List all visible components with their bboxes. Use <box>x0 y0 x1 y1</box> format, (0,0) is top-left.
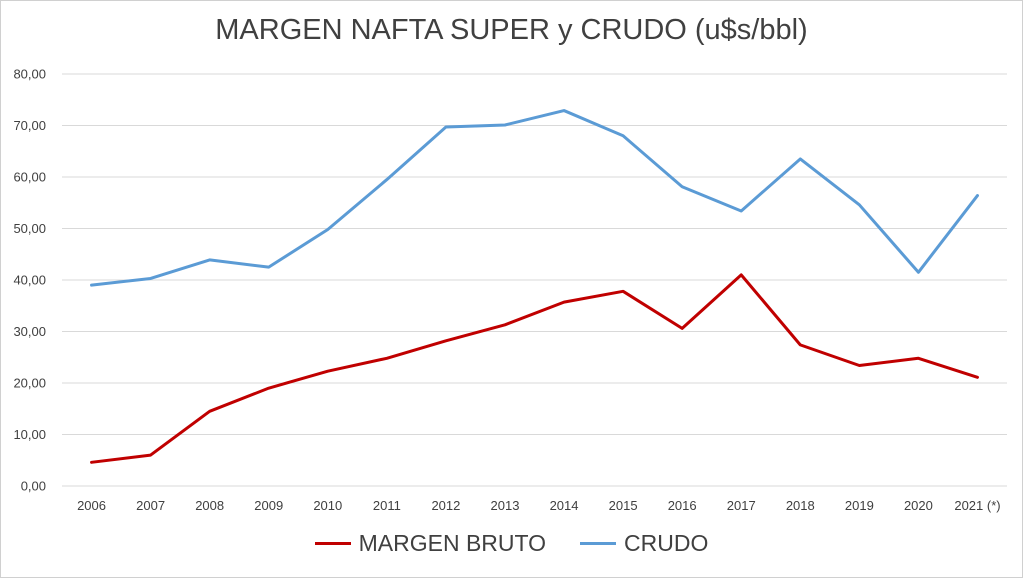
x-tick-label: 2021 (*) <box>954 498 1000 513</box>
y-tick-label: 50,00 <box>13 221 46 236</box>
x-tick-label: 2014 <box>550 498 579 513</box>
series-line-margen-bruto <box>90 273 979 464</box>
y-tick-label: 20,00 <box>13 376 46 391</box>
y-tick-label: 80,00 <box>13 67 46 82</box>
x-tick-label: 2020 <box>904 498 933 513</box>
x-tick-label: 2019 <box>845 498 874 513</box>
x-tick-label: 2007 <box>136 498 165 513</box>
x-tick-label: 2008 <box>195 498 224 513</box>
legend-item-crudo: CRUDO <box>580 530 708 557</box>
legend-swatch-crudo <box>580 542 617 545</box>
x-tick-label: 2009 <box>254 498 283 513</box>
legend: MARGEN BRUTO CRUDO <box>0 530 1023 557</box>
y-tick-label: 70,00 <box>13 118 46 133</box>
x-tick-label: 2015 <box>609 498 638 513</box>
x-tick-label: 2018 <box>786 498 815 513</box>
plot-area: 0,00 10,00 20,00 30,00 40,00 50,00 60,00 70,00 8… <box>13 67 1007 513</box>
x-tick-label: 2012 <box>431 498 460 513</box>
x-tick-label: 2017 <box>727 498 756 513</box>
y-tick-label: 10,00 <box>13 427 46 442</box>
gridlines <box>62 73 1007 487</box>
chart-title: MARGEN NAFTA SUPER y CRUDO (u$s/bbl) <box>215 14 808 46</box>
y-tick-label: 60,00 <box>13 170 46 185</box>
y-tick-label: 30,00 <box>13 324 46 339</box>
series-line-crudo <box>90 109 979 287</box>
y-axis-ticks: 0,00 10,00 20,00 30,00 40,00 50,00 60,00 70,00 8… <box>13 67 46 494</box>
x-tick-label: 2016 <box>668 498 697 513</box>
legend-label-margen-bruto: MARGEN BRUTO <box>358 530 547 556</box>
y-tick-label: 40,00 <box>13 273 46 288</box>
series-lines <box>90 109 979 464</box>
legend-item-margen-bruto: MARGEN BRUTO <box>314 530 547 557</box>
x-axis-ticks: 2006 2007 2008 2009 2010 2011 2012 2013 2014 2015… <box>77 498 1001 513</box>
x-tick-label: 2010 <box>313 498 342 513</box>
legend-swatch-margen-bruto <box>314 542 351 545</box>
legend-label-crudo: CRUDO <box>624 530 709 556</box>
x-tick-label: 2006 <box>77 498 106 513</box>
y-tick-label: 0,00 <box>21 479 46 494</box>
x-tick-label: 2011 <box>373 498 401 513</box>
x-tick-label: 2013 <box>491 498 520 513</box>
